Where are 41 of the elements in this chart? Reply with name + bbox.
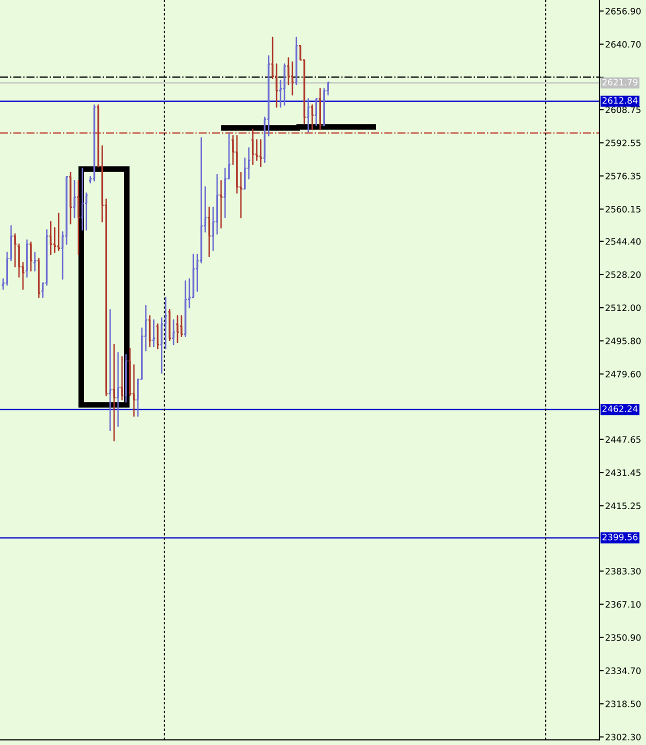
candlestick <box>72 180 77 218</box>
candlestick <box>80 168 84 231</box>
y-tick-label: 2383.30 <box>606 568 641 575</box>
y-tick-label: 2544.40 <box>606 238 641 245</box>
y-tick-label: 2560.15 <box>606 206 640 213</box>
candlestick <box>112 344 116 442</box>
y-tick-label: 2302.30 <box>606 734 641 740</box>
y-tick-label: 2495.80 <box>606 338 641 344</box>
y-tick-label: 2592.55 <box>606 140 640 146</box>
ref-line-label: 2612.84 <box>602 97 638 104</box>
ref-line-label: 2399.56 <box>602 534 638 540</box>
ref-line-label: 2462.24 <box>602 405 638 412</box>
y-tick-label: 2608.75 <box>606 106 640 114</box>
y-tick-label: 2479.60 <box>606 370 641 378</box>
y-tick-label: 2350.90 <box>606 634 641 641</box>
y-tick-label: 2656.90 <box>606 8 641 15</box>
candlestick <box>120 356 124 400</box>
y-tick-label: 2334.70 <box>606 667 641 674</box>
candlestick <box>290 61 294 96</box>
y-tick-label: 2431.45 <box>606 469 640 476</box>
candlestick <box>175 315 180 344</box>
candlestick <box>282 63 287 106</box>
y-tick-label: 2640.70 <box>606 41 641 48</box>
y-tick-label: 2576.35 <box>606 172 640 180</box>
y-tick-label: 2528.20 <box>606 271 641 278</box>
candlestick <box>183 280 188 338</box>
y-tick-label: 2447.65 <box>606 436 640 443</box>
candlestick <box>171 319 176 346</box>
candlestick <box>124 354 128 403</box>
candlestick <box>168 309 172 342</box>
y-tick-label: 2512.00 <box>606 304 641 312</box>
candlestick <box>24 239 30 278</box>
ref-line-label: 2621.79 <box>602 78 638 86</box>
candlestick <box>68 172 73 224</box>
y-tick-label: 2415.25 <box>606 502 640 510</box>
candlestick <box>116 352 120 428</box>
y-tick-label: 2367.10 <box>606 601 641 608</box>
candlestick <box>219 180 224 229</box>
candlestick <box>76 180 81 256</box>
y-tick-label: 2318.50 <box>606 700 641 708</box>
candlestick <box>28 241 33 272</box>
